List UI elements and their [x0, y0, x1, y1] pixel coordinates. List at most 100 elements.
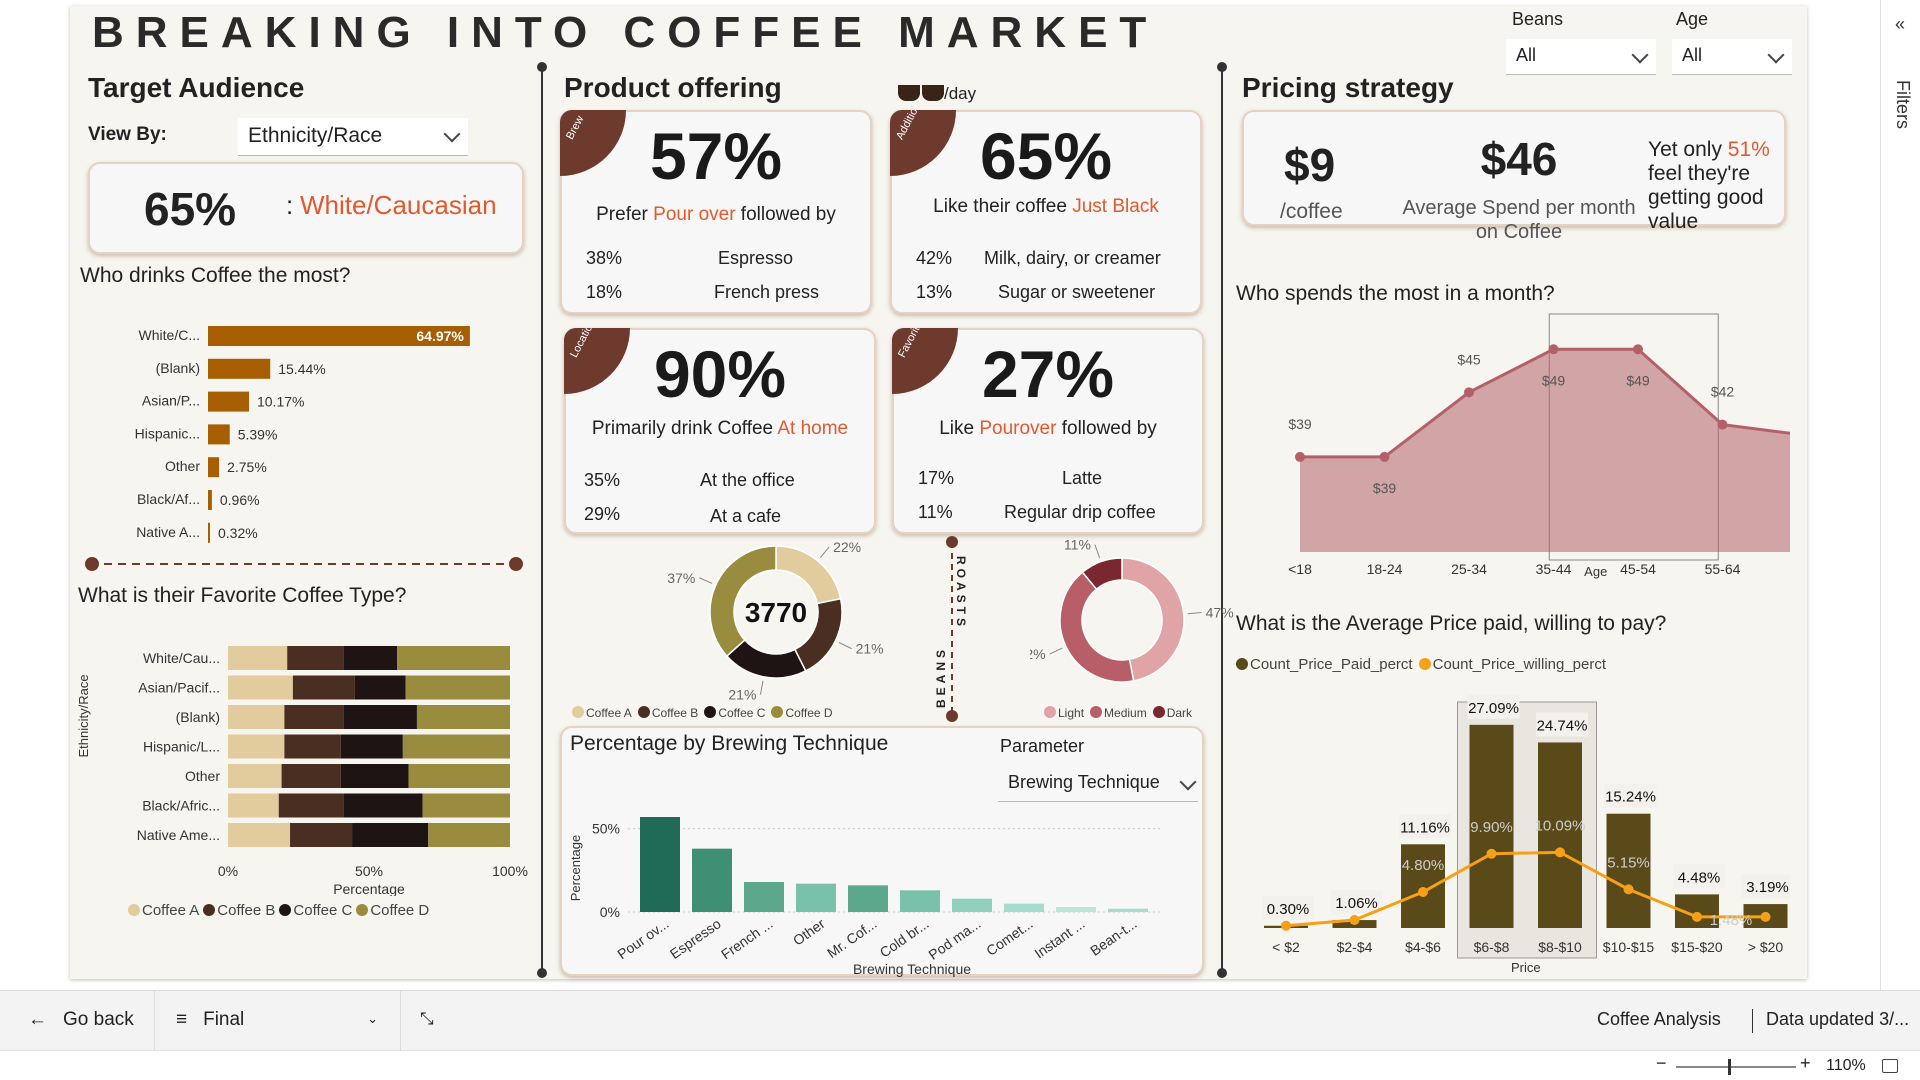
who-drinks-chart: Ethnicity/RaceWhite/C...64.97%(Blank)15.… [135, 326, 470, 543]
beans-legend: Coffee A Coffee B Coffee C Coffee D [572, 706, 839, 720]
go-back-button[interactable]: ← Go back [28, 1009, 134, 1030]
zoom-level: 110% [1826, 1057, 1866, 1074]
data-label: 0.30% [1267, 901, 1310, 918]
series-line [1285, 850, 1766, 928]
data-label: 64.97% [416, 328, 464, 344]
bar [208, 424, 230, 445]
separator-dot [537, 62, 547, 72]
tick-label: (Blank) [156, 360, 200, 376]
beans-slicer[interactable]: All [1506, 39, 1656, 75]
price-legend: Count_Price_Paid_perct Count_Price_willin… [1236, 656, 1612, 673]
collapse-arrows-icon[interactable]: ⤡ [420, 1009, 434, 1028]
divider [1752, 1009, 1753, 1033]
data-label: 4.80% [1402, 857, 1445, 874]
bar-segment [287, 646, 344, 670]
bar-segment [228, 823, 291, 847]
data-point [1464, 387, 1474, 398]
data-label: 21% [856, 641, 884, 657]
zoom-in-button[interactable]: + [1800, 1053, 1811, 1073]
avg-spend-value: $46 [1480, 133, 1558, 185]
tick-label: 50% [355, 863, 383, 879]
tick-label: 35-44 [1536, 561, 1572, 577]
filters-pane[interactable]: « Filters [1880, 0, 1920, 990]
additions-desc: Like their coffee Just Black [933, 196, 1159, 217]
target-audience-heading: Target Audience [88, 72, 305, 103]
separator-dot [537, 968, 547, 978]
page-selector[interactable]: ≡ Final ⌄ [176, 1009, 378, 1030]
chevron-down-icon [1767, 46, 1785, 64]
location-desc: Primarily drink Coffee At home [591, 418, 849, 439]
bar-segment [402, 734, 510, 759]
fit-page-icon[interactable] [1882, 1059, 1898, 1073]
target-kpi-label: White/Caucasian [300, 190, 497, 220]
bar-segment [340, 734, 403, 759]
data-label: $45 [1457, 351, 1481, 367]
axis-label: Price [1511, 960, 1541, 975]
tick-label: 0% [600, 904, 620, 920]
donut-center-value: 3770 [745, 597, 807, 628]
tick-label: 25-34 [1451, 561, 1487, 577]
report-name: Coffee Analysis [1597, 1009, 1721, 1029]
collapse-icon[interactable]: « [1895, 14, 1906, 34]
bar-segment [343, 646, 398, 670]
tick-label: $8-$10 [1538, 939, 1582, 955]
bar [208, 358, 271, 379]
status-bar: − + 110% [0, 1050, 1920, 1080]
bar-segment [228, 705, 285, 729]
data-label: 15.44% [278, 361, 325, 377]
view-by-dropdown[interactable]: Ethnicity/Race [238, 118, 468, 156]
axis-label: Brewing Technique [853, 961, 971, 977]
tick-label: $15-$20 [1671, 939, 1723, 955]
data-label: 11.16% [1400, 819, 1450, 836]
data-label: $39 [1288, 416, 1312, 432]
zoom-slider-thumb[interactable] [1728, 1059, 1731, 1075]
bar-segment [228, 764, 282, 788]
data-label: 21% [728, 687, 756, 703]
data-point [1349, 915, 1360, 926]
bar-segment [354, 675, 406, 700]
tick-label: 55-64 [1705, 561, 1741, 577]
per-day-label: /day [944, 84, 977, 103]
price-per-coffee-unit: /coffee [1280, 200, 1343, 223]
location-row-2-label: At a cafe [710, 506, 782, 526]
leader-line [759, 680, 764, 695]
legend-item: Coffee B [203, 902, 275, 919]
leader-line [1094, 544, 1101, 559]
data-label: 10.09% [1535, 817, 1586, 834]
data-point [1760, 911, 1771, 922]
bar [1538, 742, 1582, 928]
zoom-slider[interactable] [1676, 1059, 1796, 1075]
bar [1606, 813, 1651, 928]
leader-line [1049, 647, 1063, 655]
data-point [1548, 344, 1559, 355]
additions-card: Additions 65% Like their coffee Just Bla… [890, 110, 1202, 314]
roasts-label: ROASTS [954, 556, 968, 631]
location-row-1-pct: 35% [584, 470, 621, 490]
bar-segment [422, 793, 510, 818]
chevron-down-icon [443, 125, 461, 143]
data-label: $39 [1373, 480, 1397, 496]
parameter-dropdown[interactable]: Brewing Technique [998, 766, 1198, 802]
legend-item: Coffee A [572, 706, 632, 720]
age-slicer-label: Age [1676, 9, 1709, 29]
tick-label: $6-$8 [1474, 939, 1510, 955]
data-label: 4.48% [1678, 869, 1721, 886]
good-value-note: Yet only 51% feel they're getting good v… [1648, 138, 1770, 233]
data-point [1486, 848, 1497, 859]
legend-item: Coffee A [128, 902, 199, 919]
favorite-type-legend: Coffee A Coffee B Coffee C Coffee D [128, 902, 433, 919]
legend-item: Light [1044, 706, 1084, 720]
zoom-out-button[interactable]: − [1656, 1053, 1667, 1073]
age-slicer-value: All [1682, 45, 1703, 65]
separator-dot [1217, 62, 1227, 72]
separator-left [541, 66, 543, 976]
tick-label: < $2 [1272, 939, 1300, 955]
bar [796, 883, 836, 912]
data-label: 9.90% [1470, 819, 1513, 836]
location-pct: 90% [653, 337, 787, 411]
tick-label: Cold br... [877, 915, 932, 960]
beans-slicer-value: All [1516, 45, 1537, 65]
tick-label: Hispanic... [135, 425, 200, 441]
bar [952, 898, 992, 912]
age-slicer[interactable]: All [1672, 39, 1792, 75]
